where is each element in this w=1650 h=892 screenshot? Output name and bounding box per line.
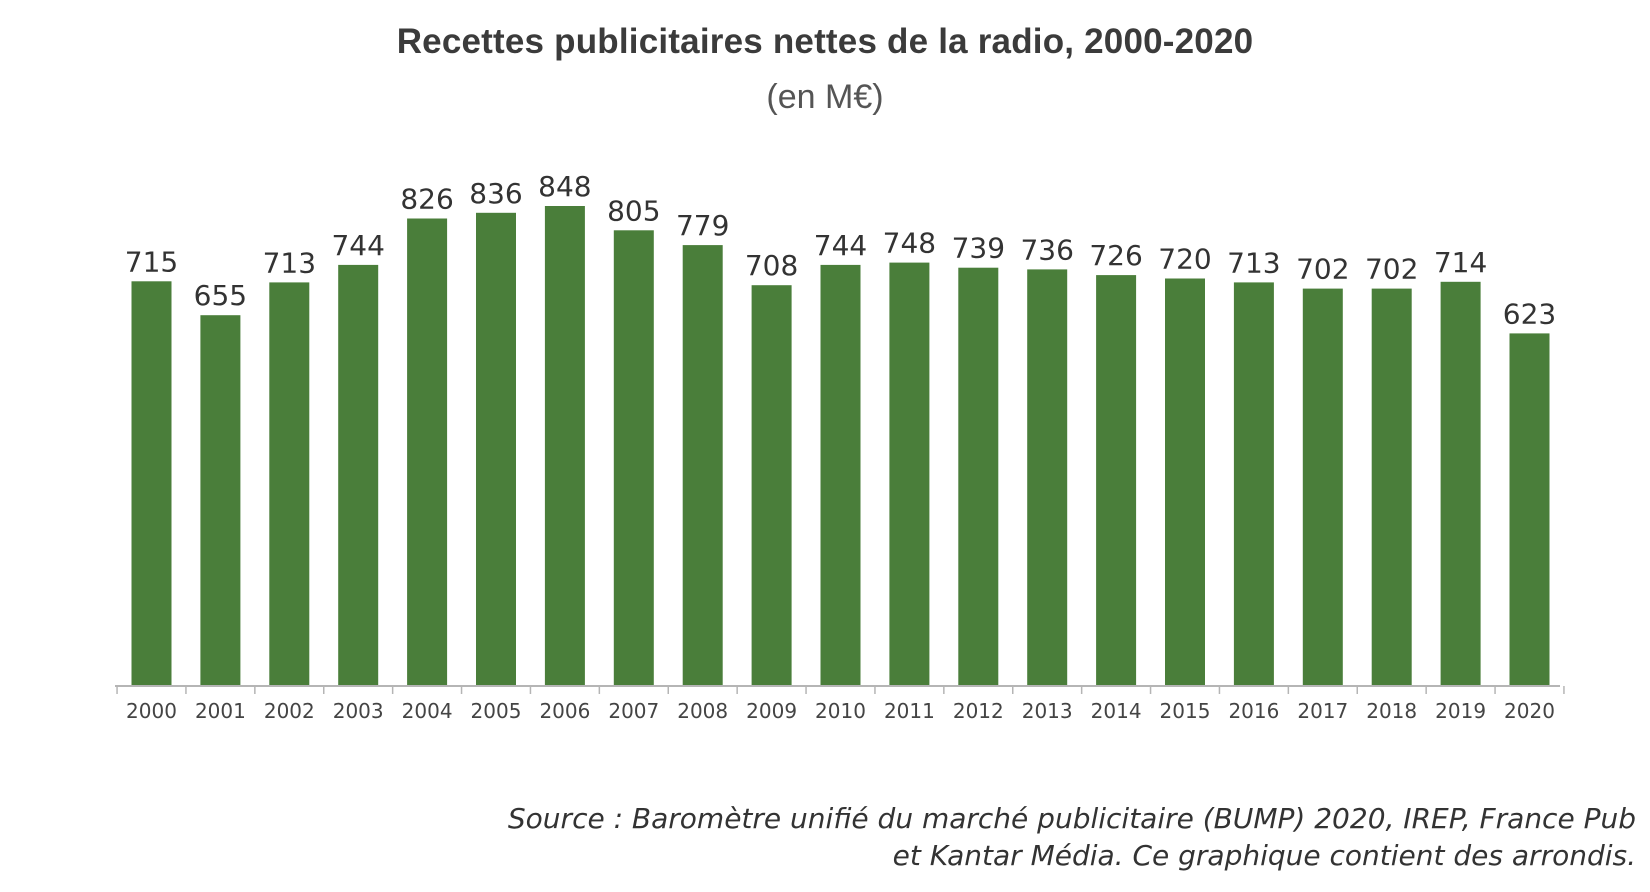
bar-2004 bbox=[407, 218, 448, 686]
value-label-2018: 702 bbox=[1365, 253, 1418, 286]
bar-2000 bbox=[131, 281, 172, 686]
x-tick-label-2006: 2006 bbox=[539, 699, 590, 723]
x-tick-label-2001: 2001 bbox=[195, 699, 246, 723]
x-tick-label-2020: 2020 bbox=[1504, 699, 1555, 723]
bar-2015 bbox=[1165, 278, 1205, 686]
value-label-2005: 836 bbox=[469, 177, 522, 210]
value-label-2001: 655 bbox=[194, 279, 247, 312]
x-tick-label-2003: 2003 bbox=[333, 699, 384, 723]
x-tick-label-2018: 2018 bbox=[1366, 699, 1417, 723]
value-label-2002: 713 bbox=[263, 246, 316, 279]
x-tick-label-2004: 2004 bbox=[402, 699, 453, 723]
bar-2009 bbox=[751, 285, 792, 686]
x-tick-label-2008: 2008 bbox=[677, 699, 728, 723]
value-label-2019: 714 bbox=[1434, 246, 1487, 279]
x-tick-label-2009: 2009 bbox=[746, 699, 797, 723]
value-label-2009: 708 bbox=[745, 249, 798, 282]
bar-2014 bbox=[1096, 275, 1137, 686]
bar-2012 bbox=[958, 267, 999, 686]
x-tick-labels-group: 2000 2001 2002 2003 2004 2005 2006 2007 2008 2009… bbox=[126, 699, 1555, 723]
bar-2016 bbox=[1233, 282, 1274, 686]
value-labels-group: 715 655 713 744 826 836 848 805 779 708 744 748 739 7… bbox=[125, 170, 1556, 330]
bar-2011 bbox=[889, 262, 930, 686]
chart-subtitle: (en M€) bbox=[766, 78, 884, 116]
bar-2002 bbox=[269, 282, 310, 686]
value-label-2015: 720 bbox=[1158, 243, 1211, 276]
x-tick-label-2019: 2019 bbox=[1435, 699, 1486, 723]
source-line-1: Source : Baromètre unifié du marché publ… bbox=[507, 802, 1636, 835]
bar-2010 bbox=[820, 264, 861, 686]
x-tick-label-2005: 2005 bbox=[471, 699, 522, 723]
x-tick-label-2007: 2007 bbox=[608, 699, 659, 723]
bar-2007 bbox=[613, 230, 654, 687]
value-label-2007: 805 bbox=[607, 194, 660, 227]
bar-2005 bbox=[476, 212, 516, 687]
value-label-2012: 739 bbox=[952, 232, 1005, 265]
x-tick-label-2010: 2010 bbox=[815, 699, 866, 723]
bar-2006 bbox=[544, 206, 585, 686]
bar-2003 bbox=[338, 264, 379, 686]
value-label-2003: 744 bbox=[331, 229, 384, 262]
x-tick-label-2016: 2016 bbox=[1228, 699, 1279, 723]
x-tick-label-2012: 2012 bbox=[953, 699, 1004, 723]
value-label-2017: 702 bbox=[1296, 253, 1349, 286]
source-line-2: et Kantar Média. Ce graphique contient d… bbox=[892, 839, 1636, 872]
x-tick-label-2015: 2015 bbox=[1160, 699, 1211, 723]
bars-group bbox=[131, 206, 1550, 687]
x-ticks-group bbox=[116, 686, 1565, 694]
bar-chart: 715 655 713 744 826 836 848 805 779 708 744 748 739 7… bbox=[115, 170, 1565, 723]
bar-2017 bbox=[1302, 288, 1343, 686]
x-tick-label-2000: 2000 bbox=[126, 699, 177, 723]
value-label-2011: 748 bbox=[883, 227, 936, 260]
chart-title: Recettes publicitaires nettes de la radi… bbox=[396, 22, 1254, 61]
x-tick-label-2017: 2017 bbox=[1297, 699, 1348, 723]
value-label-2013: 736 bbox=[1020, 233, 1073, 266]
value-label-2020: 623 bbox=[1503, 297, 1556, 330]
value-label-2010: 744 bbox=[814, 229, 867, 262]
x-tick-label-2011: 2011 bbox=[884, 699, 935, 723]
value-label-2006: 848 bbox=[538, 170, 591, 203]
value-label-2004: 826 bbox=[400, 183, 453, 216]
bar-2001 bbox=[200, 315, 241, 686]
bar-2018 bbox=[1371, 288, 1412, 686]
x-tick-label-2014: 2014 bbox=[1091, 699, 1142, 723]
value-label-2014: 726 bbox=[1089, 239, 1142, 272]
bar-2013 bbox=[1027, 269, 1068, 686]
bar-2019 bbox=[1440, 281, 1481, 686]
x-tick-label-2002: 2002 bbox=[264, 699, 315, 723]
source-note: Source : Baromètre unifié du marché publ… bbox=[336, 800, 1636, 874]
value-label-2016: 713 bbox=[1227, 246, 1280, 279]
value-label-2000: 715 bbox=[125, 245, 178, 278]
x-tick-label-2013: 2013 bbox=[1022, 699, 1073, 723]
bar-2020 bbox=[1509, 333, 1550, 686]
bar-2008 bbox=[682, 245, 723, 686]
value-label-2008: 779 bbox=[676, 209, 729, 242]
